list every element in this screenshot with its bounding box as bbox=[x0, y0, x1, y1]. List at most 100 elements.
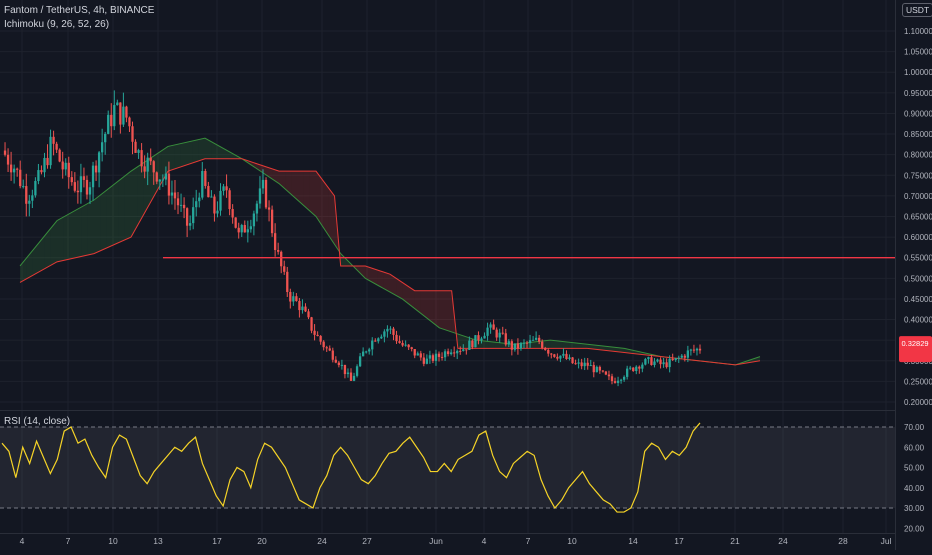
candle-body bbox=[692, 349, 696, 351]
date-tick-label: 4 bbox=[482, 536, 487, 546]
candle-body bbox=[16, 168, 19, 170]
candle-body bbox=[361, 351, 365, 357]
cloud-segment bbox=[131, 167, 138, 238]
cloud-segment bbox=[575, 342, 582, 349]
candle-body bbox=[635, 366, 638, 371]
cloud-segment bbox=[488, 341, 495, 349]
candle-body bbox=[668, 358, 671, 368]
candle-body bbox=[131, 126, 134, 142]
cloud-segment bbox=[414, 290, 421, 314]
candle-body bbox=[562, 353, 565, 356]
candle-body bbox=[629, 367, 632, 369]
candle-body bbox=[12, 168, 16, 173]
candle-body bbox=[249, 226, 253, 230]
date-tick-label: 20 bbox=[257, 536, 267, 546]
candle-body bbox=[492, 324, 495, 330]
candle-body bbox=[85, 179, 89, 195]
candle-body bbox=[301, 306, 304, 311]
rsi-legend[interactable]: RSI (14, close) bbox=[4, 416, 71, 427]
date-tick-label: 21 bbox=[730, 536, 740, 546]
candle-body bbox=[446, 351, 450, 355]
candle-body bbox=[328, 348, 331, 351]
cloud-segment bbox=[291, 171, 298, 201]
price-tick-label: 0.45000 bbox=[904, 295, 932, 304]
candle-body bbox=[638, 366, 641, 369]
candle-body bbox=[316, 334, 319, 337]
candle-body bbox=[110, 114, 113, 127]
cloud-segment bbox=[32, 243, 39, 276]
cloud-segment bbox=[322, 179, 329, 236]
candle-body bbox=[43, 157, 46, 173]
price-tick-label: 1.00000 bbox=[904, 68, 932, 77]
candle-body bbox=[371, 340, 374, 350]
candle-body bbox=[647, 357, 650, 360]
candle-body bbox=[34, 180, 37, 196]
rsi-tick-label: 30.00 bbox=[904, 504, 925, 513]
candle-body bbox=[425, 358, 429, 364]
candle-body bbox=[528, 340, 532, 344]
candle-body bbox=[185, 208, 189, 226]
candle-body bbox=[222, 186, 225, 191]
date-tick-label: 24 bbox=[778, 536, 788, 546]
candle-body bbox=[586, 362, 589, 366]
cloud-segment bbox=[365, 265, 372, 282]
candle-body bbox=[568, 357, 571, 360]
candle-body bbox=[31, 195, 34, 201]
candle-body bbox=[149, 157, 152, 162]
rsi-tick-label: 60.00 bbox=[904, 443, 925, 452]
candle-body bbox=[607, 374, 611, 377]
candle-body bbox=[122, 106, 125, 125]
candle-body bbox=[671, 358, 674, 361]
candle-body bbox=[413, 348, 416, 356]
cloud-segment bbox=[94, 195, 101, 254]
date-tick-label: 17 bbox=[212, 536, 222, 546]
candle-body bbox=[225, 186, 228, 191]
candle-body bbox=[453, 352, 456, 354]
candle-body bbox=[192, 207, 195, 224]
currency-button[interactable]: USDT bbox=[902, 3, 932, 17]
date-tick-label: 10 bbox=[567, 536, 577, 546]
candle-body bbox=[61, 161, 64, 170]
cloud-segment bbox=[433, 290, 440, 328]
candle-body bbox=[544, 347, 547, 350]
cloud-segment bbox=[303, 171, 310, 212]
cloud-segment bbox=[562, 341, 569, 349]
candle-body bbox=[67, 162, 70, 178]
candle-body bbox=[270, 209, 274, 234]
candle-body bbox=[143, 166, 146, 172]
candle-body bbox=[443, 351, 447, 358]
candle-body bbox=[683, 355, 686, 358]
candle-body bbox=[100, 142, 104, 153]
candle-body bbox=[471, 340, 474, 348]
price-tick-label: 0.20000 bbox=[904, 398, 932, 407]
candle-body bbox=[616, 380, 620, 383]
cloud-segment bbox=[100, 190, 107, 251]
candle-body bbox=[428, 355, 432, 359]
last-price-label: 0.32829 bbox=[901, 339, 928, 348]
senkou-span-a-line bbox=[19, 137, 761, 366]
candle-body bbox=[613, 381, 617, 383]
cloud-segment bbox=[63, 213, 70, 261]
candle-body bbox=[477, 335, 480, 341]
candle-body bbox=[152, 161, 155, 173]
candle-body bbox=[483, 335, 486, 339]
candle-body bbox=[322, 341, 325, 348]
date-tick-label: 17 bbox=[674, 536, 684, 546]
candle-body bbox=[650, 357, 653, 366]
candle-body bbox=[207, 185, 210, 198]
candle-body bbox=[198, 197, 201, 202]
cloud-segment bbox=[612, 347, 619, 352]
candle-body bbox=[40, 170, 43, 173]
candle-body bbox=[698, 348, 702, 351]
candle-body bbox=[76, 190, 80, 193]
candle-body bbox=[674, 358, 677, 361]
candle-body bbox=[298, 301, 301, 311]
candle-body bbox=[286, 271, 289, 293]
ichimoku-legend[interactable]: Ichimoku (9, 26, 52, 26) bbox=[4, 19, 110, 30]
price-tick-label: 1.10000 bbox=[904, 27, 932, 36]
candle-body bbox=[273, 233, 277, 250]
candle-body bbox=[91, 165, 95, 188]
candle-body bbox=[571, 357, 574, 364]
